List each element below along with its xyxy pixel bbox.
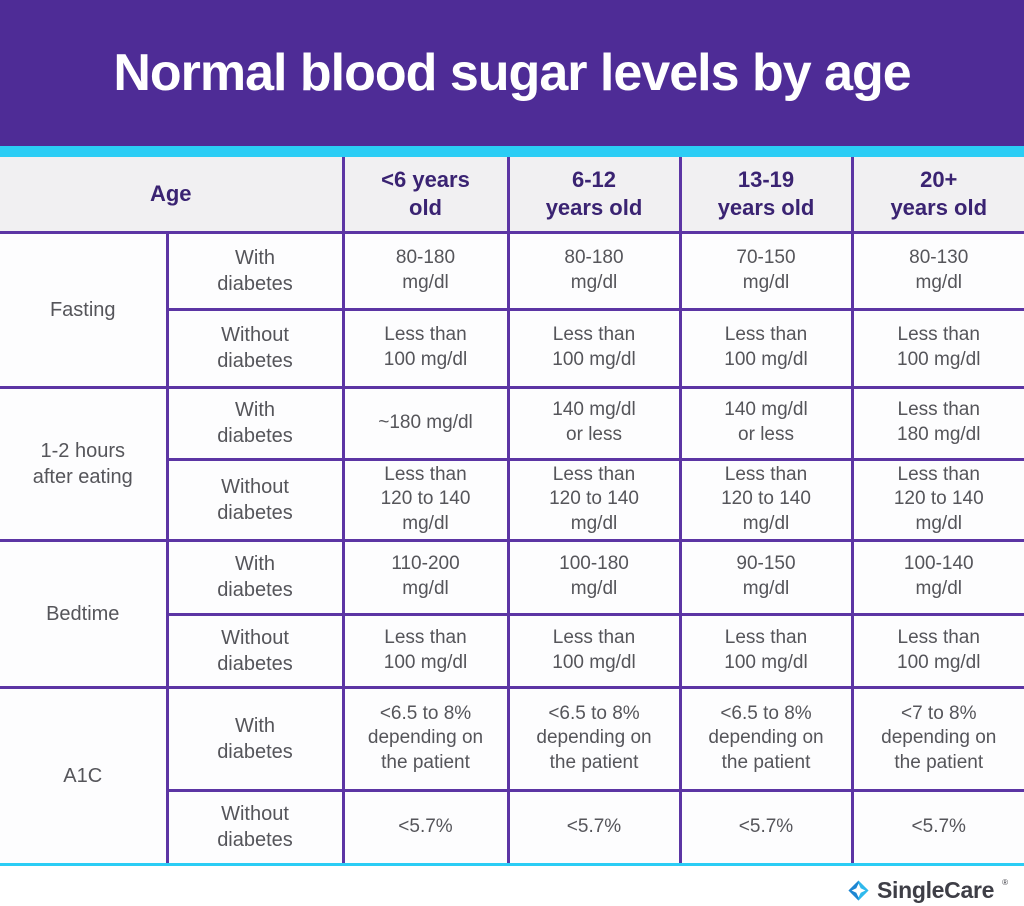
value-cell: Less than 100 mg/dl bbox=[506, 307, 682, 389]
table-row: Without diabetes Less than 100 mg/dl Les… bbox=[0, 307, 1024, 389]
footer: SingleCare ® bbox=[0, 866, 1024, 906]
bottom-accent-bar bbox=[0, 863, 1024, 867]
value-cell: Less than 100 mg/dl bbox=[341, 612, 510, 689]
value-cell: 90-150 mg/dl bbox=[678, 538, 854, 616]
value-cell: 80-180 mg/dl bbox=[506, 230, 682, 311]
table-row: 1-2 hours after eating With diabetes ~18… bbox=[0, 385, 1024, 542]
diabetes-status-cell: With diabetes bbox=[165, 230, 345, 311]
value-cell: 80-130 mg/dl bbox=[850, 230, 1024, 311]
diabetes-status-cell: Without diabetes bbox=[165, 307, 345, 389]
value-cell: 140 mg/dl or less bbox=[678, 385, 854, 461]
value-cell: Less than 100 mg/dl bbox=[678, 612, 854, 689]
value-cell: Less than 120 to 140 mg/dl bbox=[341, 457, 510, 542]
value-cell: <6.5 to 8% depending on the patient bbox=[341, 685, 510, 792]
value-cell: <5.7% bbox=[341, 788, 510, 864]
value-cell: <6.5 to 8% depending on the patient bbox=[506, 685, 682, 792]
diabetes-status-cell: Without diabetes bbox=[165, 612, 345, 689]
age-column-header: Age bbox=[0, 157, 345, 234]
value-cell: 70-150 mg/dl bbox=[678, 230, 854, 311]
category-cell-a1c: A1C bbox=[0, 685, 169, 864]
brand-name: SingleCare bbox=[876, 876, 995, 903]
value-cell: Less than 100 mg/dl bbox=[341, 307, 510, 389]
value-cell: Less than 100 mg/dl bbox=[678, 307, 854, 389]
category-cell-after-eating: 1-2 hours after eating bbox=[0, 385, 169, 542]
top-accent-bar bbox=[0, 146, 1024, 157]
title-banner: Normal blood sugar levels by age bbox=[0, 0, 1024, 146]
category-cell-bedtime: Bedtime bbox=[0, 538, 169, 689]
value-cell: 80-180 mg/dl bbox=[341, 230, 510, 311]
diabetes-status-cell: With diabetes bbox=[165, 538, 345, 616]
page-title: Normal blood sugar levels by age bbox=[113, 44, 911, 102]
singlecare-logo: SingleCare ® bbox=[847, 877, 1008, 904]
diabetes-status-cell: Without diabetes bbox=[165, 788, 345, 864]
value-cell: ~180 mg/dl bbox=[341, 385, 510, 461]
value-cell: <5.7% bbox=[678, 788, 854, 864]
value-cell: <6.5 to 8% depending on the patient bbox=[678, 685, 854, 792]
column-header-6-12: 6-12 years old bbox=[506, 157, 682, 234]
value-cell: Less than 120 to 140 mg/dl bbox=[678, 457, 854, 542]
value-cell: Less than 100 mg/dl bbox=[850, 612, 1024, 689]
singlecare-diamond-icon bbox=[848, 880, 869, 901]
table-row: Fasting With diabetes 80-180 mg/dl 80-18… bbox=[0, 230, 1024, 389]
value-cell: <7 to 8% depending on the patient bbox=[850, 685, 1024, 792]
table-row: Without diabetes <5.7% <5.7% <5.7% <5.7% bbox=[0, 788, 1024, 864]
value-cell: 100-140 mg/dl bbox=[850, 538, 1024, 616]
value-cell: 140 mg/dl or less bbox=[506, 385, 682, 461]
value-cell: <5.7% bbox=[850, 788, 1024, 864]
diabetes-status-cell: Without diabetes bbox=[165, 457, 345, 542]
column-header-13-19: 13-19 years old bbox=[678, 157, 854, 234]
table-row: Without diabetes Less than 120 to 140 mg… bbox=[0, 457, 1024, 542]
column-header-under-6: <6 years old bbox=[341, 157, 510, 234]
value-cell: Less than 100 mg/dl bbox=[506, 612, 682, 689]
value-cell: Less than 120 to 140 mg/dl bbox=[850, 457, 1024, 542]
trademark-symbol: ® bbox=[1002, 877, 1008, 887]
value-cell: 110-200 mg/dl bbox=[341, 538, 510, 616]
table-row: Without diabetes Less than 100 mg/dl Les… bbox=[0, 612, 1024, 689]
table-row: Bedtime With diabetes 110-200 mg/dl 100-… bbox=[0, 538, 1024, 689]
value-cell: Less than 180 mg/dl bbox=[850, 385, 1024, 461]
blood-sugar-table: Age <6 years old 6-12 years old 13-19 ye… bbox=[0, 157, 1024, 864]
value-cell: <5.7% bbox=[506, 788, 682, 864]
diabetes-status-cell: With diabetes bbox=[165, 385, 345, 461]
value-cell: 100-180 mg/dl bbox=[506, 538, 682, 616]
value-cell: Less than 120 to 140 mg/dl bbox=[506, 457, 682, 542]
value-cell: Less than 100 mg/dl bbox=[850, 307, 1024, 389]
column-header-20-plus: 20+ years old bbox=[850, 157, 1024, 234]
table-row: A1C With diabetes <6.5 to 8% depending o… bbox=[0, 685, 1024, 864]
table-header-row: Age <6 years old 6-12 years old 13-19 ye… bbox=[0, 157, 1024, 234]
diabetes-status-cell: With diabetes bbox=[165, 685, 345, 792]
category-cell-fasting: Fasting bbox=[0, 230, 169, 389]
